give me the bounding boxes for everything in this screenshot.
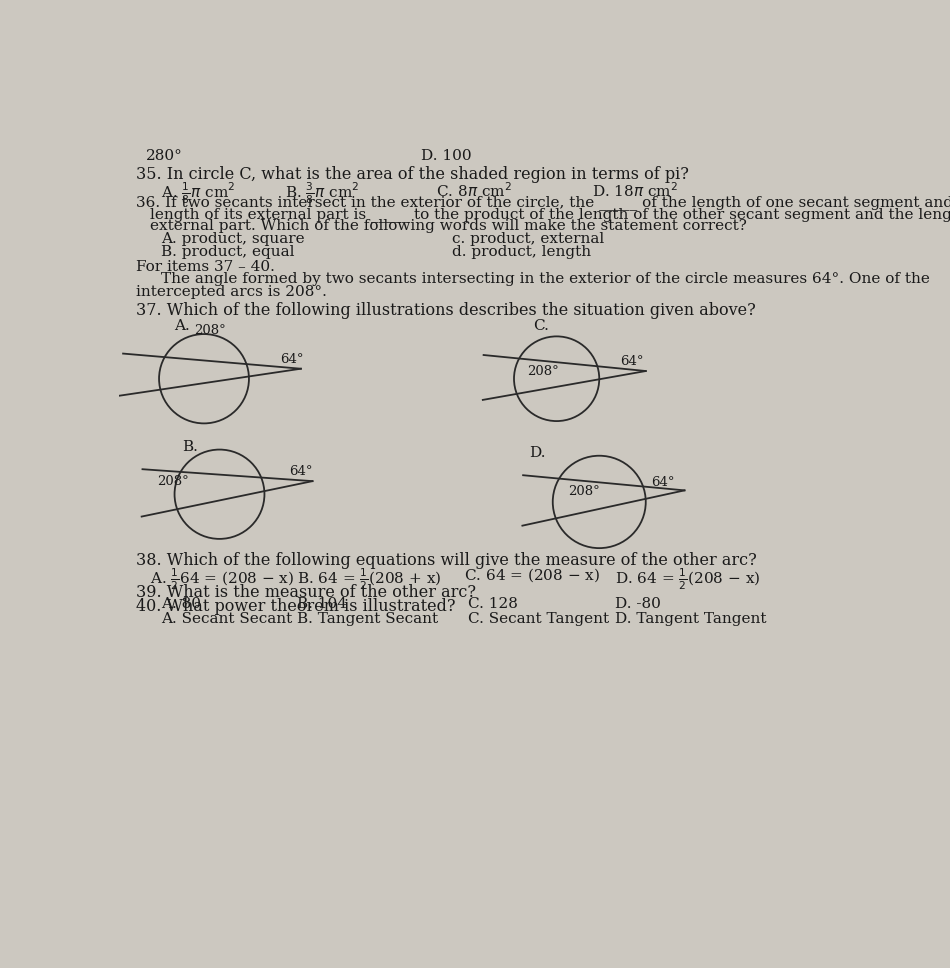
Text: A.: A. (175, 319, 190, 333)
Text: 208°: 208° (568, 485, 599, 499)
Text: B. 64 = $\frac{1}{2}$(208 + x): B. 64 = $\frac{1}{2}$(208 + x) (297, 566, 442, 592)
Text: D. 18$\pi$ cm$^{2}$: D. 18$\pi$ cm$^{2}$ (592, 181, 677, 199)
Text: C. 8$\pi$ cm$^{2}$: C. 8$\pi$ cm$^{2}$ (436, 181, 512, 199)
Text: 64°: 64° (620, 354, 643, 368)
Text: 208°: 208° (157, 474, 189, 488)
Text: 208°: 208° (195, 323, 226, 337)
Text: external part. Which of the following words will make the statement correct?: external part. Which of the following wo… (150, 220, 747, 233)
Text: d. product, length: d. product, length (452, 245, 591, 258)
Text: D.: D. (529, 445, 546, 460)
Text: The angle formed by two secants intersecting in the exterior of the circle measu: The angle formed by two secants intersec… (162, 272, 930, 287)
Text: C. Secant Tangent: C. Secant Tangent (467, 612, 609, 626)
Text: D. Tangent Tangent: D. Tangent Tangent (615, 612, 767, 626)
Text: D. -80: D. -80 (615, 597, 660, 612)
Text: 64°: 64° (280, 353, 303, 366)
Text: 39. What is the measure of the other arc?: 39. What is the measure of the other arc… (136, 584, 476, 600)
Text: 40. What power theorem is illustrated?: 40. What power theorem is illustrated? (136, 598, 455, 616)
Text: A. 80: A. 80 (162, 597, 201, 612)
Text: B. $\frac{3}{8}\pi$ cm$^{2}$: B. $\frac{3}{8}\pi$ cm$^{2}$ (285, 181, 360, 206)
Text: 38. Which of the following equations will give the measure of the other arc?: 38. Which of the following equations wil… (136, 552, 756, 569)
Text: 280°: 280° (146, 148, 182, 163)
Text: D. 64 = $\frac{1}{2}$(208 $-$ x): D. 64 = $\frac{1}{2}$(208 $-$ x) (615, 566, 760, 592)
Text: C. 64 = (208 $-$ x): C. 64 = (208 $-$ x) (464, 566, 599, 585)
Text: B. product, equal: B. product, equal (162, 245, 294, 258)
Text: D. 100: D. 100 (421, 148, 471, 163)
Text: A. $\frac{1}{2}$64 = (208 $-$ x): A. $\frac{1}{2}$64 = (208 $-$ x) (150, 566, 294, 592)
Text: B. Tangent Secant: B. Tangent Secant (297, 612, 438, 626)
Text: c. product, external: c. product, external (452, 232, 604, 247)
Text: 36. If two secants intersect in the exterior of the circle, the _____ of the len: 36. If two secants intersect in the exte… (136, 195, 950, 210)
Text: 64°: 64° (289, 465, 313, 477)
Text: A. $\frac{1}{8}\pi$ cm$^{2}$: A. $\frac{1}{8}\pi$ cm$^{2}$ (162, 181, 236, 206)
Text: B. 104: B. 104 (297, 597, 347, 612)
Text: 208°: 208° (527, 365, 559, 378)
Text: length of its external part is _____ to the product of the length of the other s: length of its external part is _____ to … (150, 207, 950, 222)
Text: C.: C. (533, 319, 549, 333)
Text: 35. In circle C, what is the area of the shaded region in terms of pi?: 35. In circle C, what is the area of the… (136, 166, 689, 183)
Text: C. 128: C. 128 (467, 597, 518, 612)
Text: 37. Which of the following illustrations describes the situation given above?: 37. Which of the following illustrations… (136, 302, 755, 318)
Text: intercepted arcs is 208°.: intercepted arcs is 208°. (136, 285, 327, 299)
Text: A. Secant Secant: A. Secant Secant (162, 612, 293, 626)
Text: A. product, square: A. product, square (162, 232, 305, 247)
Text: 64°: 64° (651, 476, 674, 489)
Text: For items 37 – 40.: For items 37 – 40. (136, 260, 275, 274)
Text: B.: B. (182, 440, 199, 454)
